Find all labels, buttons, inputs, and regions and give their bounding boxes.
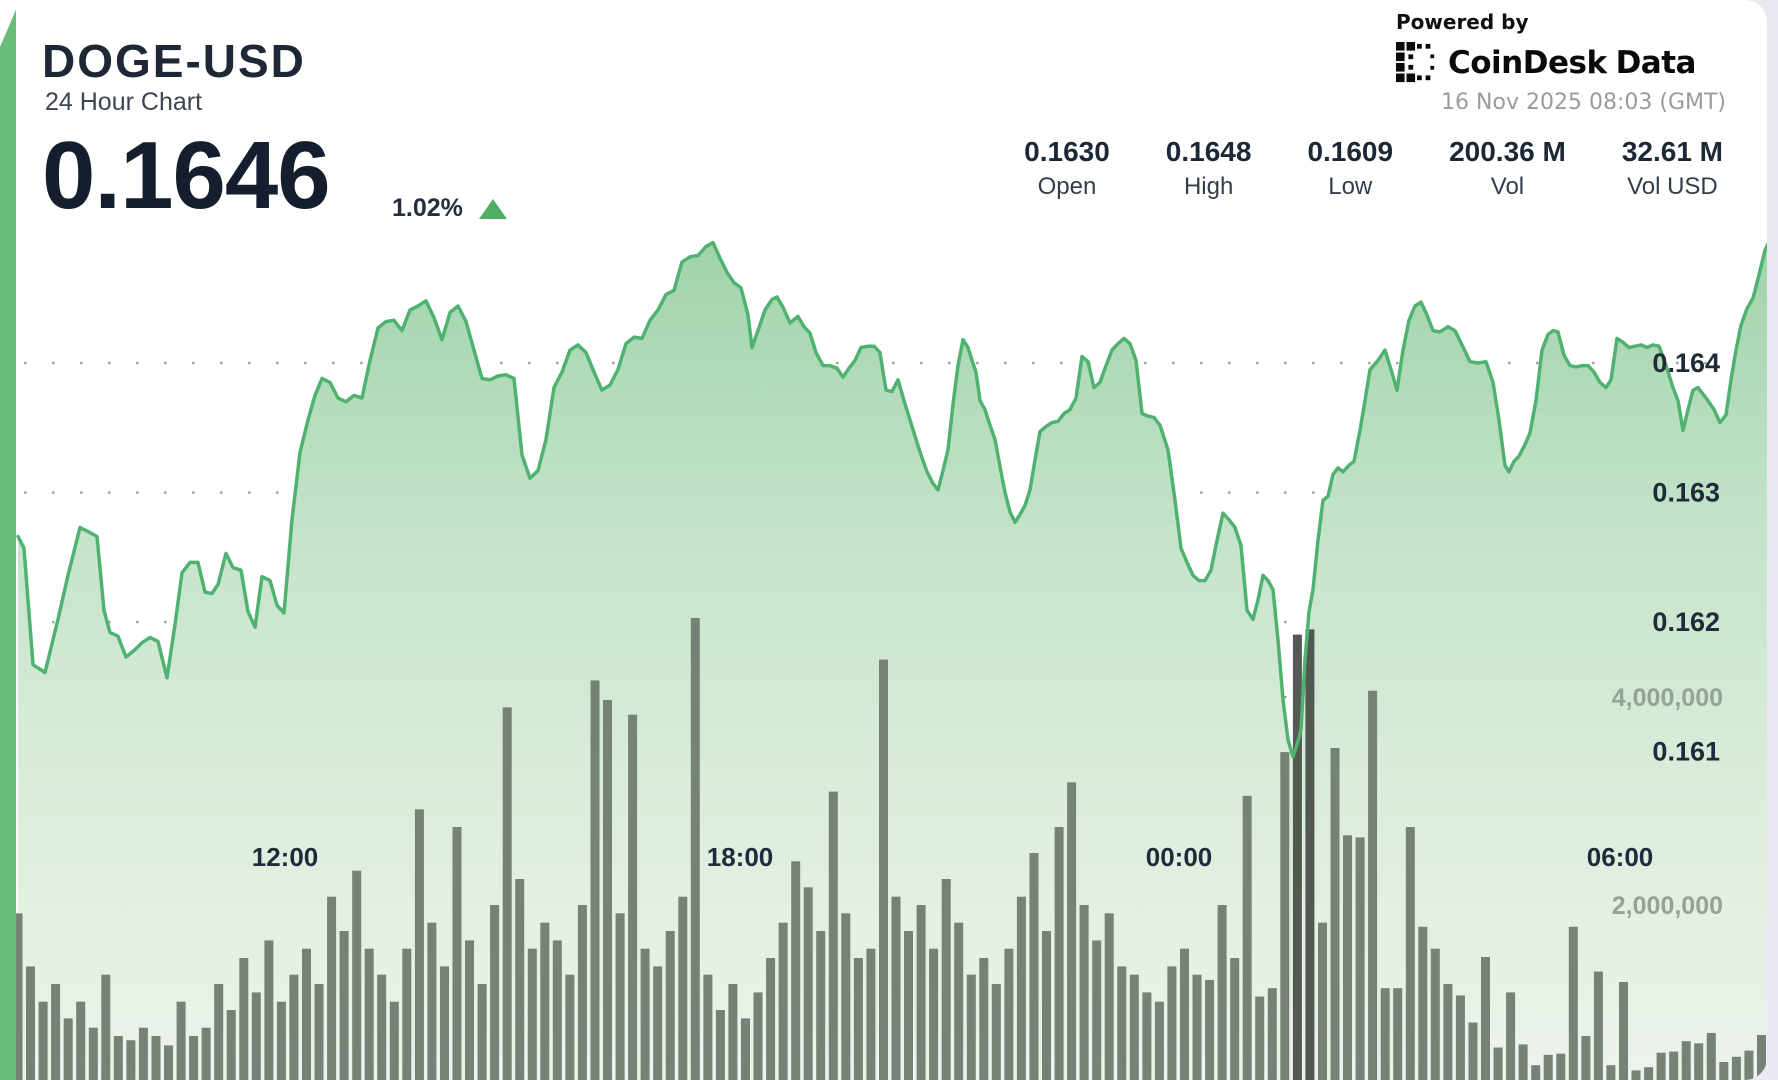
svg-text:18:00: 18:00 [707, 842, 774, 872]
axis-labels: 0.164 0.163 0.162 0.161 4,000,000 2,000,000 12… [252, 348, 1723, 920]
stat-volume-usd: 32.61 M Vol USD [1622, 136, 1723, 201]
svg-text:0.162: 0.162 [1652, 607, 1720, 637]
stat-low: 0.1609 Low [1307, 136, 1393, 201]
price-line[interactable] [16, 232, 1767, 759]
change-percent: 1.02% [392, 194, 463, 222]
svg-text:0.163: 0.163 [1652, 478, 1720, 508]
powered-by-block: Powered by [1396, 10, 1726, 115]
ohlcv-stats-row: 0.1630 Open 0.1648 High 0.1609 Low 200.3… [1024, 136, 1723, 201]
stat-label: Vol USD [1627, 173, 1718, 200]
brand-coindesk: CoinDesk [1448, 45, 1607, 81]
svg-text:0.164: 0.164 [1652, 348, 1720, 378]
stat-label: High [1183, 173, 1234, 200]
stat-high: 0.1648 High [1166, 136, 1252, 201]
stat-label: Vol [1490, 173, 1525, 200]
chart-timestamp: 16 Nov 2025 08:03 (GMT) [1441, 90, 1726, 115]
stat-volume: 200.36 M Vol [1449, 136, 1566, 201]
coindesk-logo-icon [1396, 42, 1435, 83]
current-price: 0.1646 [42, 122, 331, 229]
stat-value: 0.1630 [1024, 136, 1110, 167]
svg-text:4,000,000: 4,000,000 [1612, 684, 1723, 712]
powered-by-label: Powered by [1396, 10, 1529, 34]
svg-text:12:00: 12:00 [252, 842, 319, 872]
stat-value: 0.1609 [1307, 136, 1394, 167]
svg-text:0.161: 0.161 [1652, 737, 1720, 767]
svg-text:2,000,000: 2,000,000 [1612, 892, 1723, 920]
stat-label: Open [1037, 173, 1097, 200]
stat-open: 0.1630 Open [1024, 136, 1110, 201]
svg-text:00:00: 00:00 [1146, 842, 1213, 872]
price-change: 1.02% [392, 194, 507, 223]
brand-data: Data [1615, 45, 1697, 81]
chart-range-subtitle: 24 Hour Chart [45, 88, 203, 116]
coindesk-brand[interactable]: CoinDesk Data [1396, 42, 1726, 84]
svg-text:06:00: 06:00 [1587, 842, 1654, 872]
stat-value: 200.36 M [1449, 136, 1566, 167]
stat-label: Low [1328, 173, 1373, 200]
volume-bars[interactable] [13, 618, 1768, 1080]
coindesk-wordmark: CoinDesk Data [1448, 45, 1696, 81]
stat-value: 0.1648 [1165, 136, 1252, 167]
stat-value: 32.61 M [1621, 136, 1723, 167]
pair-title: DOGE-USD [42, 35, 306, 87]
left-accent-stripe [0, 0, 16, 1080]
up-arrow-icon [478, 198, 507, 219]
